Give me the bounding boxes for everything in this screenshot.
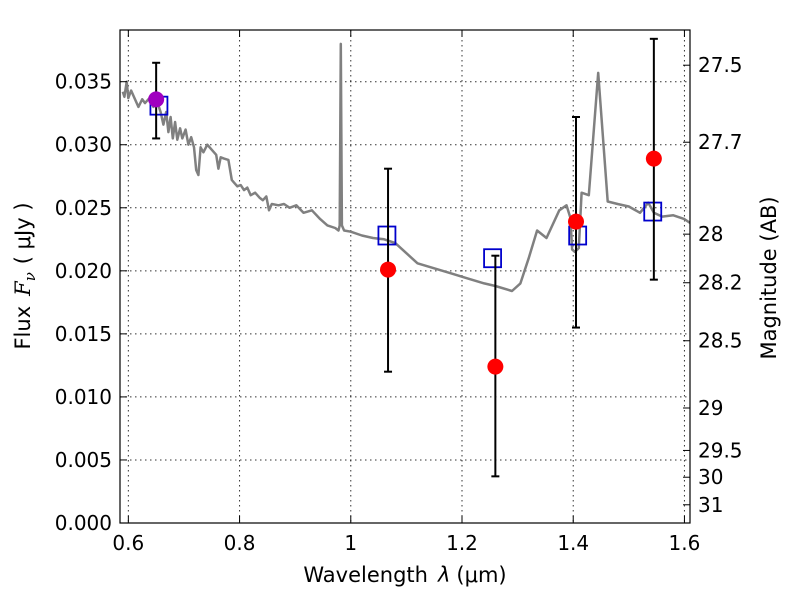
- grid: [120, 30, 690, 523]
- y2-tick-label: 31: [698, 493, 723, 517]
- model-photometry-box: [643, 201, 663, 222]
- y2-tick-label: 27.5: [698, 53, 743, 77]
- y-tick-label: 0.025: [55, 196, 112, 220]
- y-tick-label: 0.035: [55, 70, 112, 94]
- y-axis-label: FluxFν( μJy ): [11, 202, 39, 349]
- observed-point: [568, 213, 584, 230]
- y2-tick-label: 30: [698, 465, 723, 489]
- y2-tick-label: 27.7: [698, 130, 743, 154]
- y2-tick-label: 28.2: [698, 271, 743, 295]
- y2-tick-label: 28: [698, 222, 723, 246]
- x-tick-label: 1.2: [446, 531, 478, 555]
- y-tick-label: 0.010: [55, 385, 112, 409]
- x-tick-label: 0.6: [112, 531, 144, 555]
- x-tick-label: 1: [344, 531, 357, 555]
- plot-clipped-area: [121, 37, 690, 478]
- x-tick-label: 0.8: [224, 531, 256, 555]
- y2-tick-label: 28.5: [698, 329, 743, 353]
- model-photometry-box: [483, 248, 502, 269]
- y-tick-label: 0.005: [55, 448, 112, 472]
- plot-frame: [119, 29, 691, 524]
- y2-tick-label: 29: [698, 396, 723, 420]
- observed-point: [148, 91, 165, 108]
- model-photometry-box: [377, 225, 397, 246]
- observed-point: [487, 358, 504, 375]
- y-tick-label: 0.030: [55, 133, 112, 157]
- x-tick-label: 1.4: [557, 531, 589, 555]
- sed-model-line: [121, 42, 690, 293]
- y2-tick-label: 29.5: [698, 438, 743, 462]
- ticks: 0.6 0.8 1 1.2 1.4 1.6 0.000 0.005 0.010 0.015 0.02…: [55, 30, 743, 555]
- x-tick-label: 1.6: [669, 531, 701, 555]
- y-tick-label: 0.015: [55, 322, 112, 346]
- plot-series: [121, 37, 690, 478]
- observed-point: [380, 261, 397, 278]
- y-tick-label: 0.000: [55, 511, 112, 535]
- y-tick-label: 0.020: [55, 259, 112, 283]
- y2-axis-label: Magnitude (AB): [757, 196, 781, 359]
- x-axis-label: Wavelength λ (μm): [303, 563, 506, 587]
- observed-point: [645, 150, 662, 167]
